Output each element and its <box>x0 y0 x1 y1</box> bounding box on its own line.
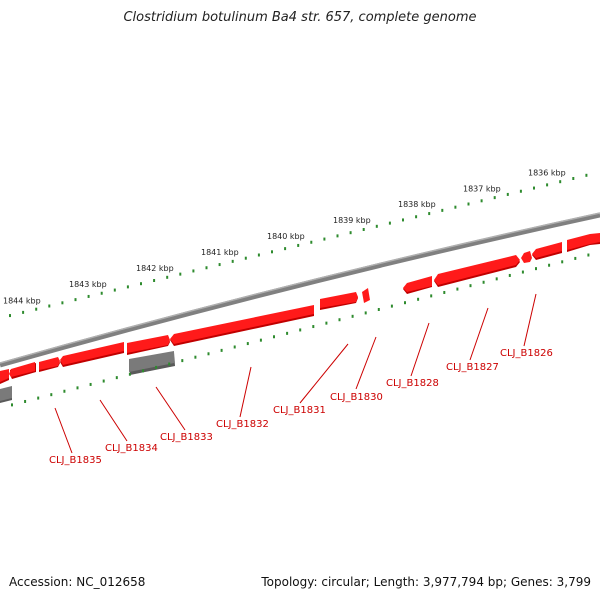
leader-line <box>299 343 349 404</box>
gene-label[interactable]: CLJ_B1826 <box>500 348 553 359</box>
gene-label[interactable]: CLJ_B1832 <box>216 419 269 430</box>
gene-track-other <box>0 351 175 403</box>
label-leaders <box>54 293 537 454</box>
kbp-label: 1838 kbp <box>398 200 436 209</box>
kbp-label: 1841 kbp <box>201 248 239 257</box>
gene-arrow[interactable] <box>567 233 600 250</box>
gene-arrow[interactable] <box>521 251 532 263</box>
genome-backbone-highlight <box>0 212 600 364</box>
gene-track <box>0 233 600 384</box>
gene-arrow[interactable] <box>532 242 562 258</box>
leader-line <box>523 293 537 347</box>
kbp-label: 1836 kbp <box>528 169 566 178</box>
accession-text: Accession: NC_012658 <box>9 575 146 589</box>
gene-arrow-grey[interactable] <box>0 386 12 401</box>
gene-label[interactable]: CLJ_B1827 <box>446 362 499 373</box>
genome-summary-text: Topology: circular; Length: 3,977,794 bp… <box>261 575 591 589</box>
kbp-label: 1842 kbp <box>136 264 174 273</box>
kbp-label: 1843 kbp <box>69 280 107 289</box>
gene-arrow[interactable] <box>434 255 520 285</box>
leader-line <box>355 336 377 390</box>
leader-line <box>99 399 128 442</box>
leader-line <box>410 322 430 377</box>
gene-arrow-grey[interactable] <box>129 351 174 372</box>
kbp-label: 1837 kbp <box>463 184 501 193</box>
leader-line <box>155 386 186 431</box>
gene-arrow[interactable] <box>127 335 170 353</box>
gene-label[interactable]: CLJ_B1833 <box>160 432 213 443</box>
gene-arrow[interactable] <box>320 292 358 308</box>
leader-line <box>239 366 252 418</box>
gene-arrow[interactable] <box>0 369 9 382</box>
map-title: Clostridium botulinum Ba4 str. 657, comp… <box>123 10 477 25</box>
kbp-label: 1844 kbp <box>3 296 41 305</box>
gene-arrow[interactable] <box>403 276 432 292</box>
kbp-label: 1839 kbp <box>333 216 371 225</box>
gene-label[interactable]: CLJ_B1831 <box>273 405 326 416</box>
gene-arrow[interactable] <box>362 288 370 303</box>
gene-arrow[interactable] <box>39 357 60 370</box>
kbp-label-group: 1836 kbp 1837 kbp 1838 kbp 1839 kbp 1840 kbp… <box>3 169 566 306</box>
gene-label[interactable]: CLJ_B1828 <box>386 378 439 389</box>
kbp-label: 1840 kbp <box>267 232 305 241</box>
gene-labels: CLJ_B1826 CLJ_B1827 CLJ_B1828 CLJ_B1830 … <box>49 348 553 466</box>
gene-arrow[interactable] <box>60 342 124 365</box>
gene-arrow[interactable] <box>170 305 314 344</box>
gene-label[interactable]: CLJ_B1835 <box>49 455 102 466</box>
gene-label[interactable]: CLJ_B1830 <box>330 392 383 403</box>
gene-label[interactable]: CLJ_B1834 <box>105 443 158 454</box>
gene-arrow[interactable] <box>9 362 35 377</box>
genome-backbone <box>0 212 600 368</box>
inner-tick-track <box>11 253 590 407</box>
leader-line <box>54 407 73 454</box>
outer-tick-track <box>9 173 588 318</box>
leader-line <box>469 307 489 361</box>
